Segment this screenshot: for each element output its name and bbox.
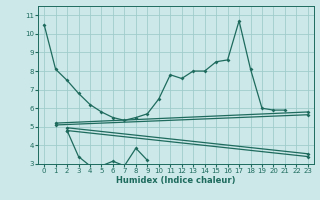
X-axis label: Humidex (Indice chaleur): Humidex (Indice chaleur) xyxy=(116,176,236,185)
